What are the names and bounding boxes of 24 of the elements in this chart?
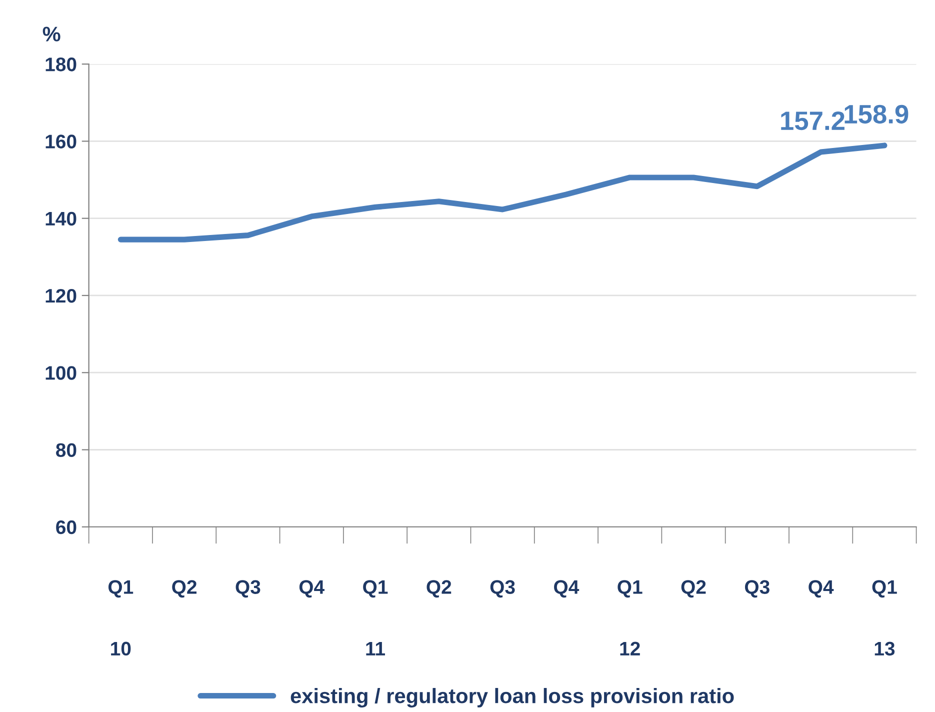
x-tick-label: Q3 (490, 580, 515, 598)
y-axis-title: % (42, 26, 60, 42)
y-tick-label: 80 (56, 443, 76, 457)
x-tick-label: Q4 (554, 580, 580, 598)
y-tick-label: 100 (46, 366, 76, 380)
x-tick-label: Q3 (745, 580, 770, 598)
x-tick-label: Q4 (299, 580, 324, 598)
x-tick-label: Q3 (236, 580, 260, 598)
x-tick-label: Q2 (172, 580, 196, 598)
data-label: 158.9 (844, 104, 908, 124)
category-label: Q1 12 (618, 580, 642, 656)
y-tick-label: 120 (46, 288, 76, 303)
y-tick-label: 160 (46, 134, 76, 148)
x-tick-label: Q2 (426, 580, 452, 598)
y-tick-label: 60 (56, 520, 76, 534)
y-tick-label: 180 (46, 58, 76, 72)
x-tick-label: Q4 (808, 580, 834, 598)
category-label: Q1 13 (872, 580, 897, 656)
category-label: Q1 10 (108, 580, 134, 656)
x-tick-label: Q2 (681, 580, 706, 598)
legend-label: existing / regulatory loan loss provision ratio (290, 688, 734, 708)
y-tick-label: 140 (46, 212, 76, 226)
data-label: 157.2 (781, 111, 844, 130)
category-label: Q1 11 (363, 580, 388, 656)
